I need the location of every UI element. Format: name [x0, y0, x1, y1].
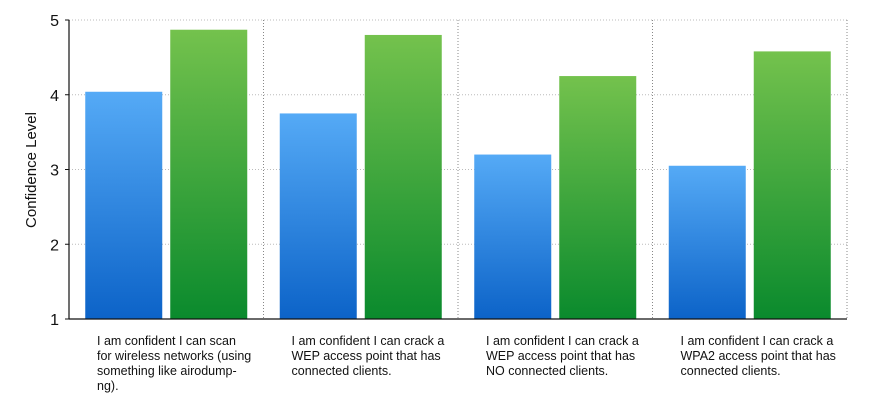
x-category-label-line: for wireless networks (using	[97, 349, 252, 363]
x-category-label: I am confident I can scan for wireless ne…	[97, 334, 251, 394]
x-category-label-line: WPA2 access point that has	[680, 349, 836, 363]
y-tick-label: 3	[50, 163, 59, 180]
bar-series-1-cat-4	[668, 165, 746, 319]
bar-series-1-cat-1	[85, 91, 163, 319]
y-tick-label: 5	[50, 13, 59, 30]
x-category-label-line: connected clients.	[680, 364, 781, 378]
y-tick-label: 1	[50, 312, 59, 329]
y-axis-label: Confidence Level	[23, 112, 40, 228]
bar-series-2-cat-1	[170, 29, 248, 320]
x-category-label-line: I am confident I can crack a	[291, 334, 445, 348]
x-category-label-line: something like airodump-	[97, 364, 237, 378]
bar-series-1-cat-2	[279, 113, 357, 319]
x-category-label: I am confident I can crack a WPA2 access …	[681, 334, 836, 379]
bar-series-2-cat-4	[753, 51, 831, 320]
x-category-label: I am confident I can crack a WEP access p…	[292, 334, 445, 379]
x-category-label-line: I am confident I can crack a	[680, 334, 834, 348]
x-category-label-line: I am confident I can scan	[97, 334, 236, 348]
x-category-label-line: NO connected clients.	[486, 364, 609, 378]
x-category-label-line: connected clients.	[291, 364, 392, 378]
bar-series-2-cat-3	[559, 76, 637, 319]
bar-series-1-cat-3	[474, 154, 552, 319]
bars	[85, 29, 831, 320]
x-category-label-line: WEP access point that has	[486, 349, 636, 363]
x-category-label-line: I am confident I can crack a	[486, 334, 639, 348]
y-tick-label: 2	[50, 237, 59, 254]
x-category-label-line: WEP access point that has	[291, 349, 441, 363]
bar-series-2-cat-2	[364, 34, 442, 319]
y-tick-label: 4	[50, 88, 59, 105]
axes: 1 2 3 4 5	[50, 13, 847, 329]
x-category-label: I am confident I can crack a WEP access p…	[486, 334, 639, 379]
x-category-label-line: ng).	[97, 379, 119, 393]
